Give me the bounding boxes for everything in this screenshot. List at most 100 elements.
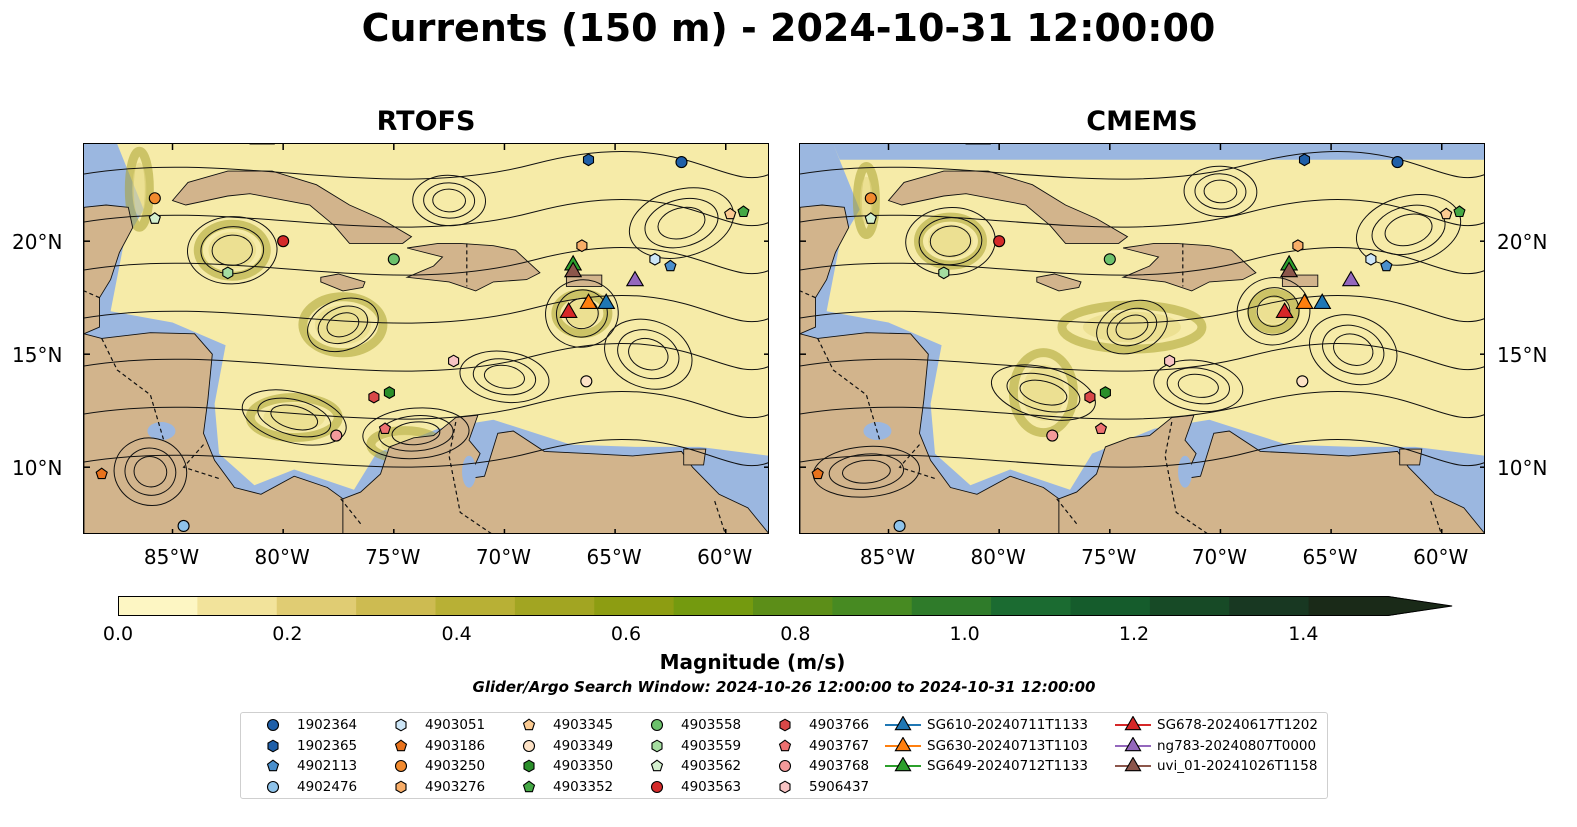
legend-marker-triangle-icon [1115,757,1151,772]
marker-SG610-20240711T1133[interactable] [1313,293,1332,309]
marker-uvi_01-20241026T1158[interactable] [1279,261,1299,278]
legend-label: SG678-20240617T1202 [1157,717,1318,733]
colorbar-bin [197,596,278,616]
streamline [1308,314,1398,386]
land-southamerica [1058,414,1484,533]
marker-4903768[interactable] [1046,429,1059,442]
marker-4903562[interactable] [864,212,877,224]
marker-4903559[interactable] [222,266,234,280]
marker-1902364[interactable] [1391,156,1404,169]
marker-SG630-20240713T1103[interactable] [579,293,598,309]
marker-4903345[interactable] [724,207,737,220]
border-5 [714,500,726,533]
marker-ng783-20240807T0000[interactable] [625,270,645,287]
marker-1902365[interactable] [582,153,595,167]
marker-4902113[interactable] [1380,259,1393,272]
marker-4903558[interactable] [1103,253,1116,266]
marker-SG678-20240617T1202[interactable] [559,302,578,318]
streamline [604,318,693,390]
legend-marker-hexagon-icon [523,759,535,773]
streamline [432,188,467,213]
marker-4903051[interactable] [1365,252,1377,266]
marker-4903051[interactable] [649,252,661,266]
marker-4903276[interactable] [576,239,588,253]
marker-4903767[interactable] [378,422,392,434]
eddy-core-2 [208,232,257,269]
marker-4903350[interactable] [383,386,395,400]
marker-4903276[interactable] [1292,239,1304,253]
marker-ng783-20240807T0000[interactable] [1341,270,1361,287]
marker-4903186[interactable] [95,467,108,480]
streamline [378,415,454,452]
legend-label: 4903559 [681,737,742,754]
marker-4902476[interactable] [177,519,190,533]
border-2 [182,444,220,480]
colorbar-tick-label: 1.2 [1118,623,1150,645]
colorbar-tick-label: 0.0 [102,623,134,645]
marker-SG610-20240711T1133[interactable] [597,293,616,309]
marker-4903250[interactable] [148,192,161,205]
streamline [1371,204,1446,256]
eddy-core-3 [263,403,326,432]
marker-4903563[interactable] [993,235,1006,248]
eddy-core-0 [314,305,371,345]
legend-label: 1902364 [297,717,358,733]
marker-4903559[interactable] [938,266,950,280]
marker-4903768[interactable] [330,429,343,442]
colorbar-tick-label: 0.4 [441,623,472,645]
legend-label: 4902476 [297,778,358,795]
border-5 [1430,500,1442,533]
lat-label-20n-right: 20°N [1497,230,1548,254]
marker-4903558[interactable] [387,253,400,266]
marker-4902476[interactable] [893,519,906,533]
marker-SG630-20240713T1103[interactable] [1295,293,1314,309]
legend-label: 4903766 [809,717,870,733]
marker-5906437[interactable] [1164,354,1176,368]
marker-uvi_01-20241026T1158[interactable] [563,261,583,278]
marker-4903767[interactable] [1094,422,1108,434]
colorbar-bin [673,596,754,616]
marker-4903766[interactable] [1084,390,1096,404]
marker-4902113[interactable] [664,259,677,272]
legend-label: 4903558 [681,717,742,733]
streamline [423,182,476,219]
streamline [1115,314,1149,340]
marker-SG678-20240617T1202[interactable] [1275,302,1294,318]
lon-label-rtofs-1: 80°W [254,545,310,569]
border-2 [898,444,936,480]
marker-4903562[interactable] [148,212,161,224]
marker-1902364[interactable] [675,156,688,169]
marker-4903250[interactable] [864,192,877,205]
border-3 [1056,498,1078,525]
colorbar-bin [1229,596,1310,616]
map-cmems[interactable] [799,143,1485,534]
streamline [800,198,1484,228]
streamline [1106,307,1158,347]
marker-4903186[interactable] [811,467,824,480]
eddy-core-5 [132,162,147,216]
lon-label-cmems-0: 85°W [859,545,916,569]
legend-label: SG630-20240713T1103 [927,737,1088,754]
colorbar-tick-label: 1.4 [1288,623,1319,645]
marker-4903563[interactable] [277,235,290,248]
map-rtofs[interactable] [83,143,769,534]
streamline [472,358,537,396]
marker-4903352[interactable] [737,205,750,218]
marker-1902365[interactable] [1298,153,1311,167]
marker-4903766[interactable] [368,390,380,404]
marker-4903350[interactable] [1099,386,1111,400]
land-puertorico [565,274,603,287]
lon-label-rtofs-0: 85°W [143,545,200,569]
marker-4903349[interactable] [580,375,593,388]
colorbar-extend-arrow [1388,596,1453,616]
legend-label: 4903767 [809,737,870,754]
legend-marker-circle-icon [522,739,536,752]
legend-label: 4903276 [425,778,486,795]
marker-4903349[interactable] [1296,375,1309,388]
marker-4903345[interactable] [1440,207,1453,220]
marker-4903352[interactable] [1453,205,1466,218]
streamline [617,329,680,380]
streamline [800,150,1484,180]
colorbar [118,596,1453,616]
marker-5906437[interactable] [448,354,460,368]
